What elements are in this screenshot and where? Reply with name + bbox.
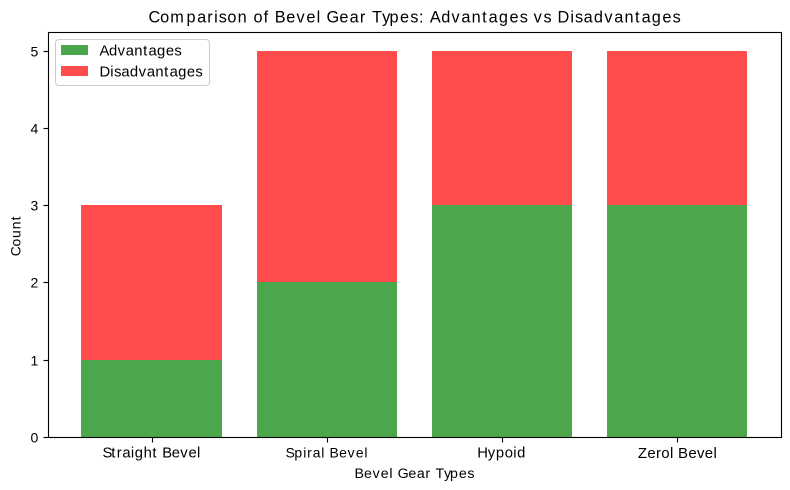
svg-text:Zerol Bevel: Zerol Bevel bbox=[638, 445, 717, 462]
svg-text:Count: Count bbox=[8, 216, 24, 256]
svg-text:3: 3 bbox=[31, 198, 39, 214]
svg-text:Advantages: Advantages bbox=[100, 44, 182, 60]
svg-text:4: 4 bbox=[31, 121, 39, 137]
svg-text:1: 1 bbox=[31, 353, 39, 369]
svg-text:Spiral Bevel: Spiral Bevel bbox=[286, 445, 368, 461]
svg-text:Straight Bevel: Straight Bevel bbox=[102, 446, 200, 462]
svg-text:Disadvantages: Disadvantages bbox=[100, 65, 203, 81]
svg-text:5: 5 bbox=[31, 44, 39, 60]
svg-text:Bevel Gear Types: Bevel Gear Types bbox=[355, 466, 475, 482]
svg-text:Hypoid: Hypoid bbox=[477, 446, 525, 462]
svg-text:2: 2 bbox=[31, 275, 39, 291]
svg-text:0: 0 bbox=[31, 430, 39, 446]
svg-text:Comparison of Bevel Gear Types: Comparison of Bevel Gear Types: Advantag… bbox=[148, 9, 680, 27]
